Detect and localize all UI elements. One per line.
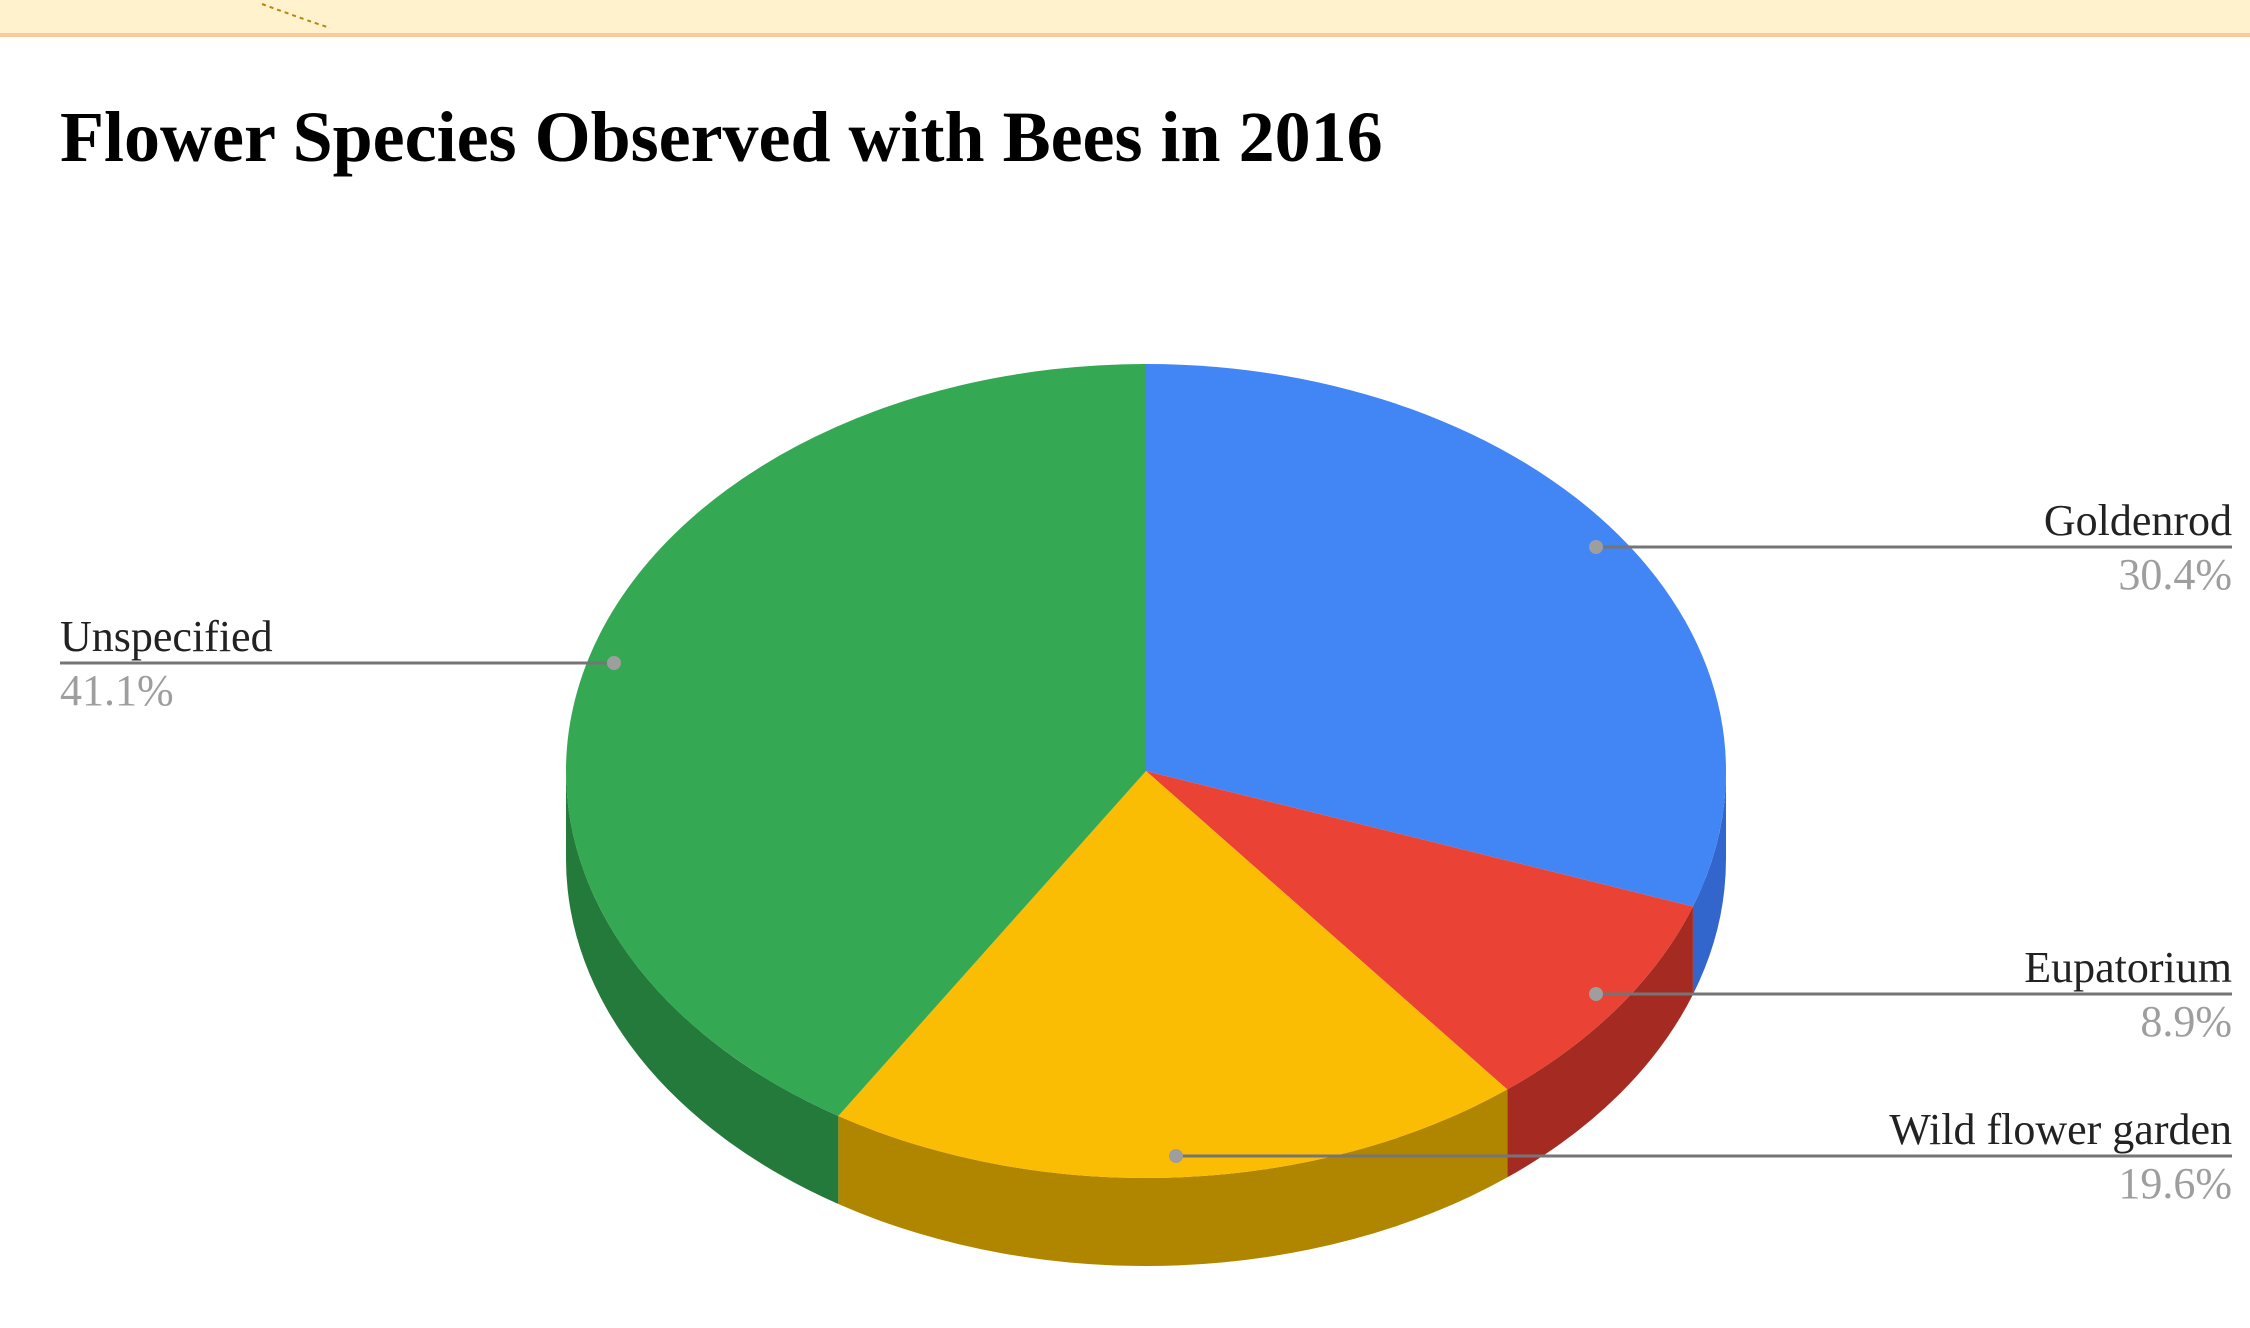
slice-value-goldenrod: 30.4% bbox=[2118, 550, 2232, 599]
slice-label-eupatorium: Eupatorium bbox=[2024, 943, 2232, 992]
pie-side-eupatorium bbox=[1507, 906, 1693, 1178]
pie-top-faces bbox=[566, 364, 1727, 1178]
slice-label-unspecified: Unspecified bbox=[60, 612, 273, 661]
leader-dot-goldenrod bbox=[1589, 540, 1603, 554]
slice-value-wild-flower-garden: 19.6% bbox=[2118, 1159, 2232, 1208]
pie-slice-wild-flower-garden[interactable] bbox=[838, 771, 1508, 1178]
pie-side-unspecified bbox=[566, 771, 839, 1205]
leader-dot-eupatorium bbox=[1589, 987, 1603, 1001]
slice-label-goldenrod: Goldenrod bbox=[2044, 496, 2232, 545]
pie-slice-unspecified[interactable] bbox=[566, 364, 1146, 1117]
pie-labels: Goldenrod 30.4% Eupatorium 8.9% Wild flower … bbox=[60, 496, 2232, 1208]
banner-decoration bbox=[261, 3, 331, 29]
slice-value-unspecified: 41.1% bbox=[60, 666, 174, 715]
top-banner bbox=[0, 0, 2250, 37]
leader-dot-unspecified bbox=[607, 656, 621, 670]
pie-side-wild-flower-garden bbox=[838, 1089, 1508, 1267]
chart-title: Flower Species Observed with Bees in 201… bbox=[60, 97, 1383, 177]
slice-label-wild-flower-garden: Wild flower garden bbox=[1889, 1105, 2232, 1154]
pie-slice-eupatorium[interactable] bbox=[1146, 771, 1693, 1090]
pie-side-goldenrod bbox=[1692, 771, 1727, 995]
pie-side-walls bbox=[566, 771, 1727, 1267]
slice-value-eupatorium: 8.9% bbox=[2140, 997, 2232, 1046]
pie-slice-goldenrod[interactable] bbox=[1146, 364, 1727, 907]
leader-dot-wild-flower-garden bbox=[1169, 1149, 1183, 1163]
